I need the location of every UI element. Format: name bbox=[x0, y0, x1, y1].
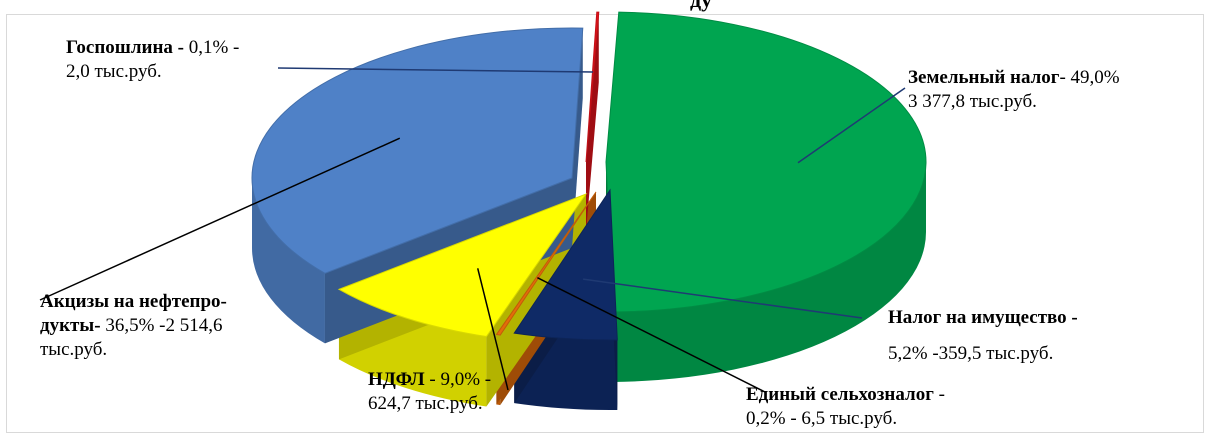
leader-line-3 bbox=[476, 268, 509, 391]
label-property-tax: Налог на имущество - 5,2% -359,5 тыс.руб… bbox=[888, 307, 1078, 364]
label-excise: Акцизы на нефтепро- дукты- 36,5% -2 514,… bbox=[40, 291, 227, 360]
pie-slice-wall bbox=[586, 12, 599, 233]
pie-slice-side bbox=[613, 162, 926, 382]
leader-line-4 bbox=[39, 137, 401, 301]
pie-slice-4 bbox=[251, 27, 584, 274]
leader-line-5 bbox=[277, 67, 594, 73]
label-state-duty: Госпошлина - 0,1% - 2,0 тыс.руб. bbox=[66, 37, 240, 82]
leader-line-1 bbox=[583, 278, 863, 319]
pie-slice-0 bbox=[605, 11, 927, 313]
pie-slice-3 bbox=[337, 192, 588, 338]
pie-slice-1 bbox=[513, 188, 618, 341]
pie-slice-side bbox=[252, 178, 325, 344]
pie-slice-wall bbox=[572, 28, 583, 249]
leader-line-2 bbox=[537, 277, 766, 393]
pie-slice-2 bbox=[495, 191, 597, 336]
label-agri-tax: Единый сельхозналог - 0,2% - 6,5 тыс.руб… bbox=[746, 384, 945, 429]
label-ndfl: НДФЛ - 9,0% - 624,7 тыс.руб. bbox=[368, 369, 492, 414]
label-land-tax: Земельный налог- 49,0% 3 377,8 тыс.руб. bbox=[908, 67, 1120, 112]
chart-title-fragment: ду bbox=[690, 0, 712, 12]
leader-line-0 bbox=[797, 87, 906, 164]
pie-slice-5 bbox=[585, 11, 600, 163]
